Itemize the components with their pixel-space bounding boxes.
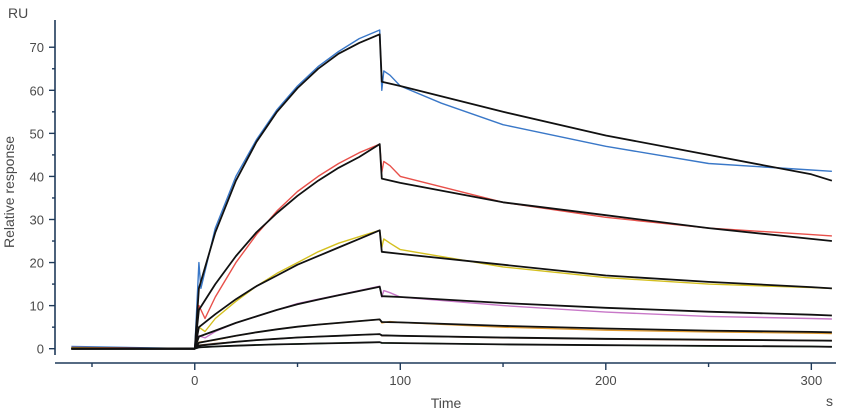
response-curve-3 xyxy=(71,229,832,350)
fit-curve-5 xyxy=(71,318,832,350)
x-tick-label: 0 xyxy=(191,373,198,388)
y-tick-label: 50 xyxy=(30,126,44,141)
y-tick-label: 10 xyxy=(30,299,44,314)
x-tick-label: 300 xyxy=(800,373,822,388)
y-tick-label: 0 xyxy=(37,342,44,357)
x-tick-label: 200 xyxy=(595,373,617,388)
fit-curve-6 xyxy=(71,333,832,350)
y-tick-label: 70 xyxy=(30,40,44,55)
axes: 0 10 20 30 40 50 60 70 0 100 200 300 xyxy=(30,20,836,388)
x-unit-label: s xyxy=(826,393,833,409)
axis-labels: RU s Time Relative response xyxy=(1,5,833,411)
y-tick-label: 60 xyxy=(30,83,44,98)
fit-curve-3 xyxy=(71,229,832,350)
fit-curve-4 xyxy=(71,285,832,350)
fit-curve-7 xyxy=(71,341,832,350)
fit-curves xyxy=(71,33,833,350)
x-tick-label: 100 xyxy=(389,373,411,388)
y-tick-label: 20 xyxy=(30,256,44,271)
fit-curve-1 xyxy=(71,33,833,350)
y-unit-label: RU xyxy=(8,5,28,21)
fit-curve-2 xyxy=(71,143,832,350)
y-tick-label: 30 xyxy=(30,212,44,227)
y-tick-label: 40 xyxy=(30,169,44,184)
response-curve-1 xyxy=(71,29,832,350)
y-axis-title: Relative response xyxy=(1,136,17,248)
response-curve-2 xyxy=(71,143,832,350)
x-axis-title: Time xyxy=(431,395,462,411)
